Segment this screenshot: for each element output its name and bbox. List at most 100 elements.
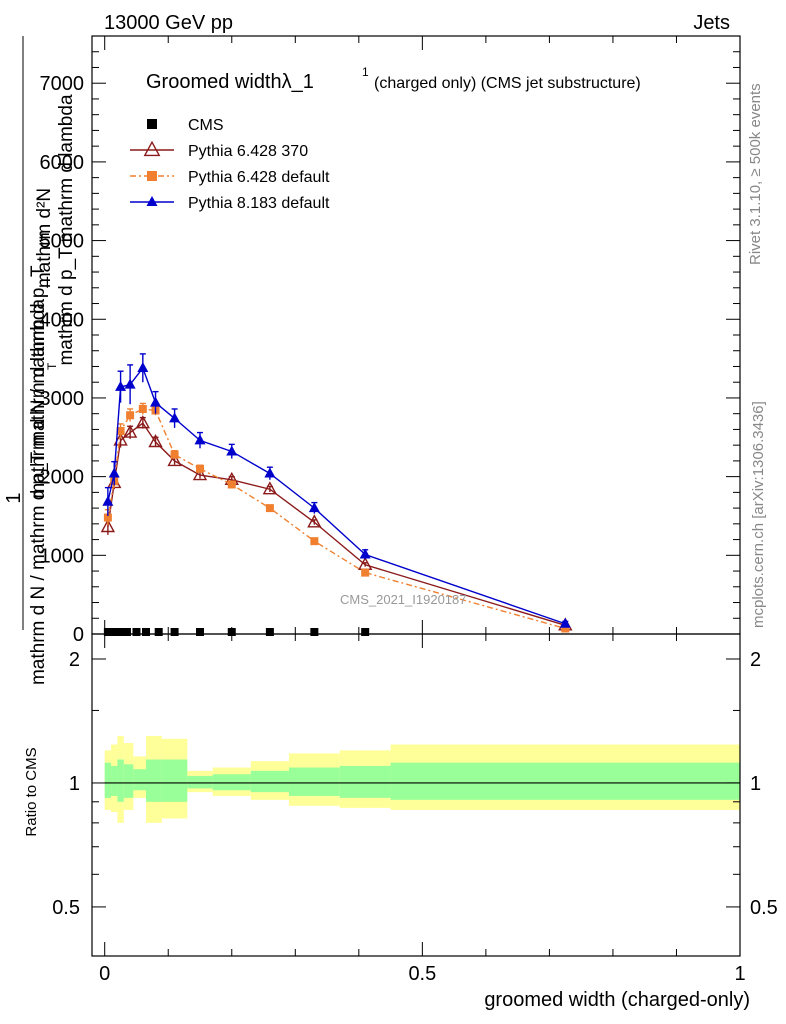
ratio-inner-band — [187, 775, 213, 789]
x-tick-label: 0.5 — [408, 963, 436, 985]
data-point — [170, 628, 179, 636]
ylabel-one: 1 — [3, 492, 25, 503]
ylabel-overlap-denominator: mathrm d p_T mathrm d lambda — [56, 94, 77, 365]
legend-marker — [147, 171, 157, 181]
y-tick-label: 4000 — [40, 309, 85, 331]
data-point — [226, 445, 238, 456]
data-point — [307, 514, 322, 528]
top-y-axis-label: 1 mathrm d N / mathrm d p_T mathrm d N /… — [3, 36, 77, 685]
data-point — [126, 411, 135, 420]
x-tick-label: 0 — [99, 963, 110, 985]
data-point — [196, 464, 204, 473]
y-tick-label: 7000 — [40, 73, 85, 95]
ratio-y-tick-label-left: 0.5 — [52, 897, 80, 919]
ratio-y-tick-label-left: 2 — [69, 649, 80, 671]
ratio-y-tick-label-right: 0.5 — [750, 897, 778, 919]
data-point — [148, 434, 163, 448]
ratio-inner-band — [288, 767, 340, 796]
y-tick-label: 3000 — [40, 388, 85, 410]
series-cms — [103, 628, 370, 636]
ratio-y-tick-label-right: 2 — [750, 649, 761, 671]
analysis-watermark: CMS_2021_I1920187 — [340, 592, 467, 607]
data-point — [113, 432, 128, 446]
ratio-inner-band — [123, 764, 134, 798]
data-point — [361, 628, 370, 636]
data-point — [265, 628, 274, 636]
data-point — [194, 434, 206, 445]
data-point — [135, 415, 151, 429]
ratio-y-tick-label-right: 1 — [750, 773, 761, 795]
data-point — [103, 628, 112, 636]
ratio-inner-band — [146, 759, 162, 802]
ratio-panel-frame — [91, 633, 741, 957]
data-point — [124, 378, 136, 389]
ratio-inner-band — [161, 759, 188, 802]
plot-title-rest: (charged only) (CMS jet substructure) — [374, 75, 641, 92]
data-point — [196, 628, 204, 636]
series-pythia-6-428-370 — [100, 415, 573, 631]
ratio-y-tick-label-left: 1 — [69, 773, 80, 795]
legend: CMS Pythia 6.428 370 Pythia 6.428 default P… — [130, 117, 330, 212]
data-point — [559, 617, 571, 628]
legend-item: Pythia 6.428 370 — [130, 140, 308, 160]
data-point — [122, 424, 138, 438]
data-point — [102, 495, 114, 506]
data-point — [116, 426, 125, 435]
legend-item: CMS — [147, 117, 224, 134]
data-point — [108, 467, 120, 478]
data-point — [264, 467, 276, 478]
y-tick-label: 2000 — [40, 467, 85, 489]
ratio-inner-band — [212, 774, 251, 791]
data-point — [310, 628, 319, 636]
data-point — [192, 467, 208, 481]
data-point — [308, 502, 320, 513]
ratio-inner-band — [133, 769, 146, 791]
data-point — [142, 628, 150, 636]
header-category-label: Jets — [693, 12, 730, 34]
data-point — [116, 628, 125, 636]
data-point — [138, 404, 147, 413]
series-line — [107, 408, 566, 630]
ratio-inner-band — [111, 765, 118, 796]
data-point — [359, 548, 371, 559]
ratio-inner-band — [339, 765, 391, 798]
data-point — [103, 513, 112, 522]
series-pythia-6-428-default — [103, 402, 570, 633]
ylabel-denominator: mathrm d N / mathrm d p_T mathrm d lambd… — [28, 299, 49, 686]
rivet-version-label: Rivet 3.1.10, ≥ 500k events — [747, 83, 764, 265]
ylabel-overlap-numerator: mathrm d²N — [34, 188, 55, 288]
mcplots-label: mcplots.cern.ch [arXiv:1306.3436] — [750, 401, 767, 628]
x-axis-label: groomed width (charged-only) — [484, 989, 750, 1011]
legend-marker — [146, 196, 158, 206]
legend-marker — [147, 119, 157, 129]
data-point — [361, 568, 370, 577]
plot-title-main: Groomed widthλ_1 — [146, 71, 314, 93]
data-point — [154, 628, 163, 636]
legend-label: Pythia 8.183 default — [188, 195, 330, 212]
data-point — [115, 380, 127, 391]
ratio-inner-band — [104, 762, 112, 798]
legend-item: Pythia 8.183 default — [130, 195, 330, 212]
top-panel-ticks: 1000 2000 3000 4000 5000 6000 7000 0 — [40, 36, 741, 646]
data-point — [167, 452, 182, 467]
ylabel-numerator: mathrm d N / mathrm d p_T — [28, 265, 49, 499]
data-point — [137, 362, 149, 373]
data-point — [100, 519, 116, 533]
ratio-inner-band — [250, 770, 289, 793]
y-tick-label: 5000 — [40, 231, 85, 253]
ratio-y-axis-label: Ratio to CMS — [23, 747, 40, 836]
data-point — [262, 481, 278, 495]
x-tick-label: 1 — [734, 963, 745, 985]
plot-title-superscript: 1 — [362, 65, 369, 79]
data-point — [227, 480, 236, 489]
y-tick-label: 0 — [73, 624, 84, 646]
legend-label: CMS — [188, 117, 224, 134]
data-series-layer — [100, 353, 573, 636]
ratio-error-bands — [104, 736, 740, 823]
ratio-panel-ticks: 0.5 0.5 1 1 2 2 0 0.5 1 — [52, 634, 778, 985]
data-point — [227, 628, 236, 636]
data-point — [310, 537, 319, 546]
data-point — [170, 450, 179, 459]
data-point — [122, 628, 131, 636]
